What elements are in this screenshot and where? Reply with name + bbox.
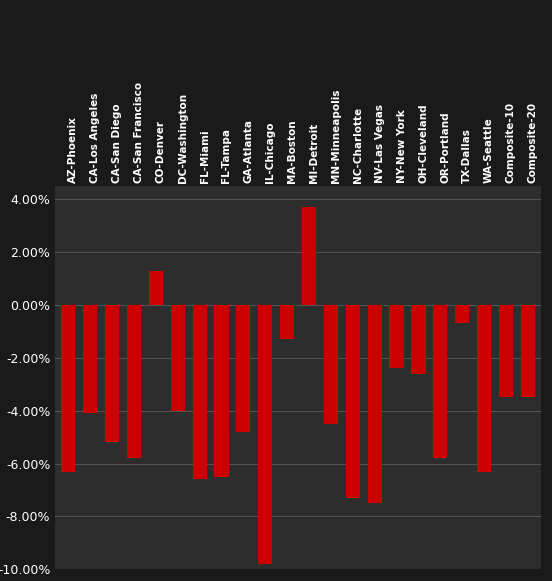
Bar	[477, 305, 491, 472]
Bar	[324, 305, 338, 424]
Bar	[61, 305, 76, 472]
Bar	[83, 305, 97, 413]
Bar	[302, 207, 316, 305]
Bar	[236, 305, 251, 432]
Bar	[127, 305, 141, 458]
Bar	[346, 305, 360, 498]
Bar	[258, 305, 272, 564]
Bar	[368, 305, 382, 503]
Bar	[411, 305, 426, 374]
Bar	[148, 271, 163, 305]
Bar	[193, 305, 207, 479]
Bar	[499, 305, 513, 397]
Bar	[280, 305, 294, 339]
Bar	[433, 305, 448, 458]
Bar	[214, 305, 229, 477]
Bar	[521, 305, 535, 397]
Bar	[105, 305, 119, 443]
Bar	[171, 305, 185, 411]
Bar	[455, 305, 469, 324]
Bar	[389, 305, 404, 368]
